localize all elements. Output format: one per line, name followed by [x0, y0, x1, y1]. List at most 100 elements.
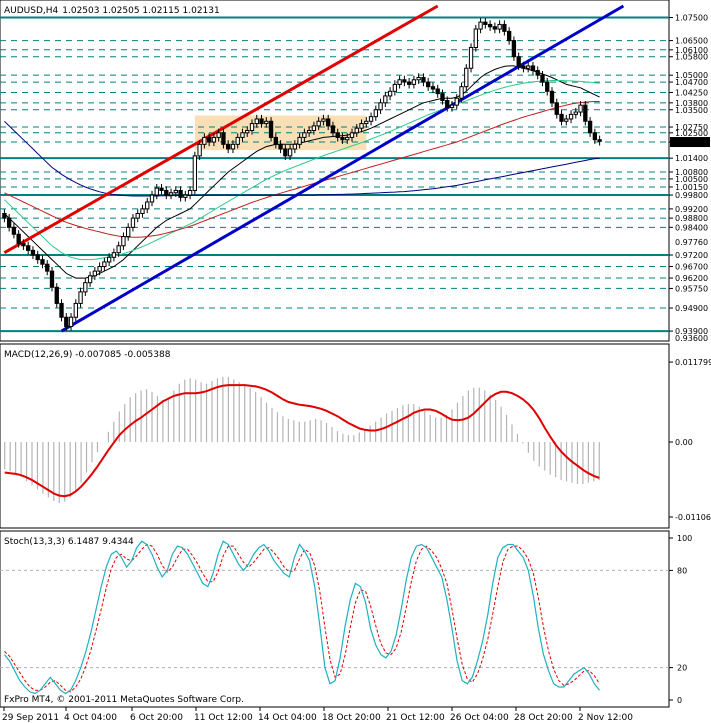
candle-body: [83, 282, 88, 293]
price-level-label: 0.97200: [675, 251, 708, 260]
candle-body: [87, 275, 93, 284]
price-level-label: 0.94900: [675, 304, 708, 313]
candle-body: [426, 81, 431, 88]
price-level-label: 1.00150: [675, 183, 708, 192]
candle-body: [445, 100, 450, 108]
candle-body: [573, 111, 578, 115]
candle-body: [530, 65, 536, 72]
price-level-label: 0.99200: [675, 205, 708, 214]
price-level-label: 0.96700: [675, 263, 708, 272]
candle-body: [226, 143, 231, 150]
candle-body: [468, 47, 474, 69]
candle-body: [435, 88, 440, 95]
candle-body: [78, 291, 83, 304]
candle-body: [306, 130, 312, 134]
moving-average-line: [4, 101, 600, 238]
price-level-label: 1.05800: [675, 53, 708, 62]
candle-body: [16, 233, 21, 244]
candle-body: [49, 270, 55, 288]
stoch-axis: 100 80 20 0: [669, 534, 692, 705]
candle-body: [506, 30, 512, 42]
candle-body: [349, 132, 355, 138]
candle-body: [230, 143, 236, 150]
candle-body: [21, 242, 26, 247]
candle-body: [559, 113, 564, 122]
time-axis-label: 18 Oct 20:00: [322, 713, 381, 723]
candle-body: [35, 254, 40, 261]
candle-body: [254, 118, 259, 125]
candle-body: [187, 189, 193, 196]
candle-body: [440, 93, 445, 102]
candle-body: [387, 90, 393, 97]
time-axis-label: 21 Oct 12:00: [386, 713, 445, 723]
price-level-label: 0.98400: [675, 223, 708, 232]
candle-body: [397, 79, 402, 85]
candle-body: [487, 23, 493, 28]
candle-body: [45, 263, 50, 272]
candle-body: [173, 189, 178, 194]
candle-body: [64, 316, 69, 327]
price-level-label: 0.98800: [675, 214, 708, 223]
price-level-label: 1.02750: [675, 123, 708, 132]
candle-body: [102, 261, 107, 268]
candle-body: [478, 21, 483, 30]
price-level-label: 1.06100: [675, 46, 708, 55]
candle-body: [483, 21, 488, 25]
trend-line-upper: [3, 4, 439, 254]
price-level-label: 1.05000: [675, 71, 708, 80]
candle-body: [183, 194, 188, 198]
candle-body: [411, 79, 417, 85]
candle-body: [211, 136, 217, 143]
stoch-main-line: [4, 540, 600, 695]
price-panel-frame: [0, 0, 670, 342]
candle-body: [464, 67, 469, 88]
candle-body: [11, 226, 17, 235]
candle-body: [502, 23, 507, 32]
candle-body: [97, 266, 102, 272]
candle-body: [26, 245, 31, 251]
candle-body: [273, 136, 278, 145]
time-axis-label: 11 Oct 12:00: [194, 713, 253, 723]
candle-body: [292, 143, 298, 150]
candle-body: [126, 226, 131, 238]
candle-body: [202, 136, 207, 145]
candle-body: [235, 136, 240, 145]
candle-body: [497, 23, 502, 30]
candle-body: [449, 104, 455, 108]
price-axis-tick-label: 0.93600: [675, 334, 708, 343]
macd-axis-label: 0.011799: [675, 358, 711, 367]
price-level-label: 0.95750: [675, 284, 708, 293]
candle-body: [421, 76, 426, 83]
candle-body: [321, 118, 326, 122]
candle-body: [583, 104, 588, 122]
stoch-axis-label: 100: [677, 534, 692, 543]
candle-body: [568, 113, 574, 120]
price-level-label: 1.04250: [675, 88, 708, 97]
candle-body: [54, 286, 59, 304]
macd-axis-label: -0.011069: [675, 513, 711, 522]
macd-panel[interactable]: MACD(12,26,9) -0.007085 -0.005388: [0, 343, 670, 529]
time-axis-label: 26 Oct 04:00: [450, 713, 509, 723]
candle-body: [68, 316, 74, 327]
symbol-title: AUDUSD,H4 1.02503 1.02505 1.02115 1.02131: [4, 6, 220, 16]
candle-body: [373, 109, 378, 118]
moving-average-line: [4, 80, 600, 261]
candle-body: [164, 189, 169, 196]
price-panel[interactable]: AUDUSD,H4 1.02503 1.02505 1.02115 1.02131: [0, 0, 670, 342]
price-level-label: 1.00500: [675, 175, 708, 184]
price-axis-tick-label: 0.97760: [675, 238, 708, 247]
current-price-label: 1.02131: [675, 138, 708, 147]
stoch-panel[interactable]: Stoch(13,3,3) 6.1487 9.4344 FxPro MT4, ©…: [0, 530, 670, 708]
candle-body: [140, 208, 145, 214]
price-level-label: 0.99800: [675, 191, 708, 200]
candle-body: [268, 120, 274, 138]
price-level-label: 1.06500: [675, 37, 708, 46]
candle-body: [192, 155, 198, 191]
candle-body: [430, 86, 436, 90]
candle-body: [340, 136, 345, 141]
candle-body: [30, 249, 36, 256]
candle-body: [402, 79, 407, 83]
candle-body: [278, 143, 283, 150]
candle-body: [6, 217, 12, 228]
